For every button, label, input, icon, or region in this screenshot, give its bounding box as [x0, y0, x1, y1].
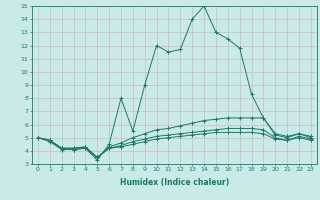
X-axis label: Humidex (Indice chaleur): Humidex (Indice chaleur) [120, 178, 229, 187]
